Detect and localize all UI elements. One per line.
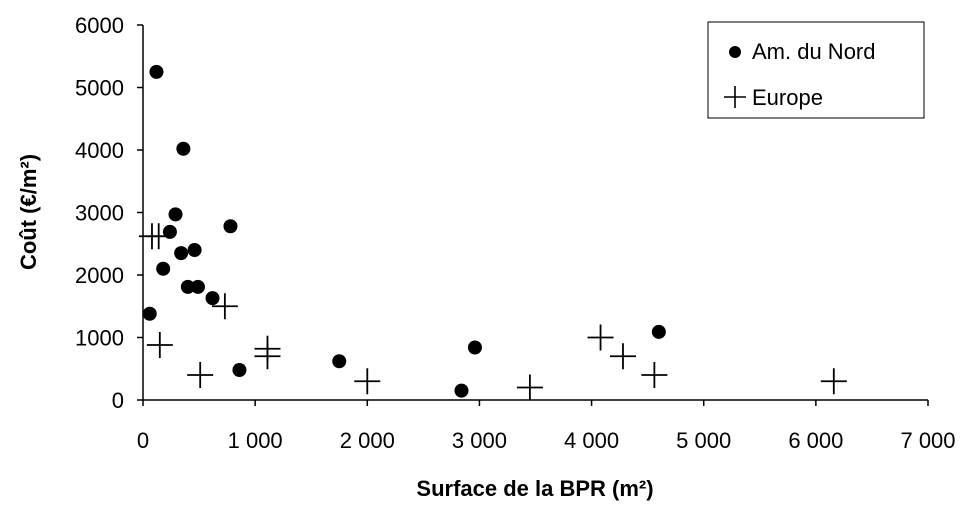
data-point-europe	[146, 332, 173, 358]
data-point-europe	[354, 368, 381, 395]
data-point-europe	[516, 374, 543, 401]
data-point-am-du-nord	[187, 243, 202, 257]
x-axis-ticks: 0 1 000 2 000 3 000 4 000 5 000 6 000 7 000	[137, 400, 956, 453]
data-point-am-du-nord	[205, 291, 220, 306]
data-point-europe	[187, 362, 214, 388]
legend: Am. du Nord Europe	[707, 21, 925, 119]
y-tick-label: 2000	[75, 263, 124, 288]
x-tick-label: 1 000	[228, 428, 283, 453]
x-tick-label: 4 000	[564, 428, 619, 453]
data-point-am-du-nord	[223, 219, 238, 234]
x-tick-label: 6 000	[788, 428, 843, 453]
data-point-am-du-nord	[156, 261, 171, 276]
data-point-am-du-nord	[174, 246, 189, 261]
y-tick-label: 3000	[75, 201, 124, 226]
data-point-am-du-nord	[467, 340, 482, 355]
y-tick-label: 5000	[75, 76, 124, 101]
data-point-europe	[211, 293, 238, 320]
legend-marker-europe	[724, 86, 746, 108]
x-tick-label: 2 000	[340, 428, 395, 453]
data-point-europe	[609, 343, 636, 370]
legend-label-europe: Europe	[752, 85, 823, 110]
data-point-am-du-nord	[190, 279, 205, 294]
data-point-am-du-nord	[651, 324, 666, 339]
legend-marker-am-du-nord	[729, 46, 741, 58]
data-point-am-du-nord	[454, 383, 469, 398]
data-point-am-du-nord	[168, 207, 183, 222]
data-point-am-du-nord	[180, 279, 195, 294]
data-point-europe	[587, 324, 614, 351]
y-tick-label: 4000	[75, 138, 124, 163]
data-point-europe	[820, 368, 847, 395]
x-tick-label: 5 000	[676, 428, 731, 453]
data-point-am-du-nord	[142, 306, 157, 321]
x-axis-title: Surface de la BPR (m²)	[416, 476, 653, 501]
data-point-am-du-nord	[176, 141, 191, 156]
y-tick-label: 1000	[75, 326, 124, 351]
legend-label-am-du-nord: Am. du Nord	[752, 39, 876, 64]
y-tick-label: 0	[112, 388, 124, 413]
data-series	[138, 64, 847, 401]
data-point-am-du-nord	[149, 64, 164, 79]
y-axis-title: Coût (€/m²)	[16, 154, 41, 270]
y-tick-label: 6000	[75, 13, 124, 38]
legend-box	[707, 21, 925, 119]
data-point-europe	[254, 335, 281, 362]
x-tick-label: 7 000	[900, 428, 955, 453]
data-point-am-du-nord	[332, 354, 347, 369]
data-point-am-du-nord	[232, 363, 247, 377]
data-point-europe	[145, 223, 172, 250]
y-axis-ticks: 0 1000 2000 3000 4000 5000 6000	[75, 13, 143, 413]
x-tick-label: 3 000	[452, 428, 507, 453]
data-point-europe	[641, 362, 668, 388]
x-tick-label: 0	[137, 428, 149, 453]
